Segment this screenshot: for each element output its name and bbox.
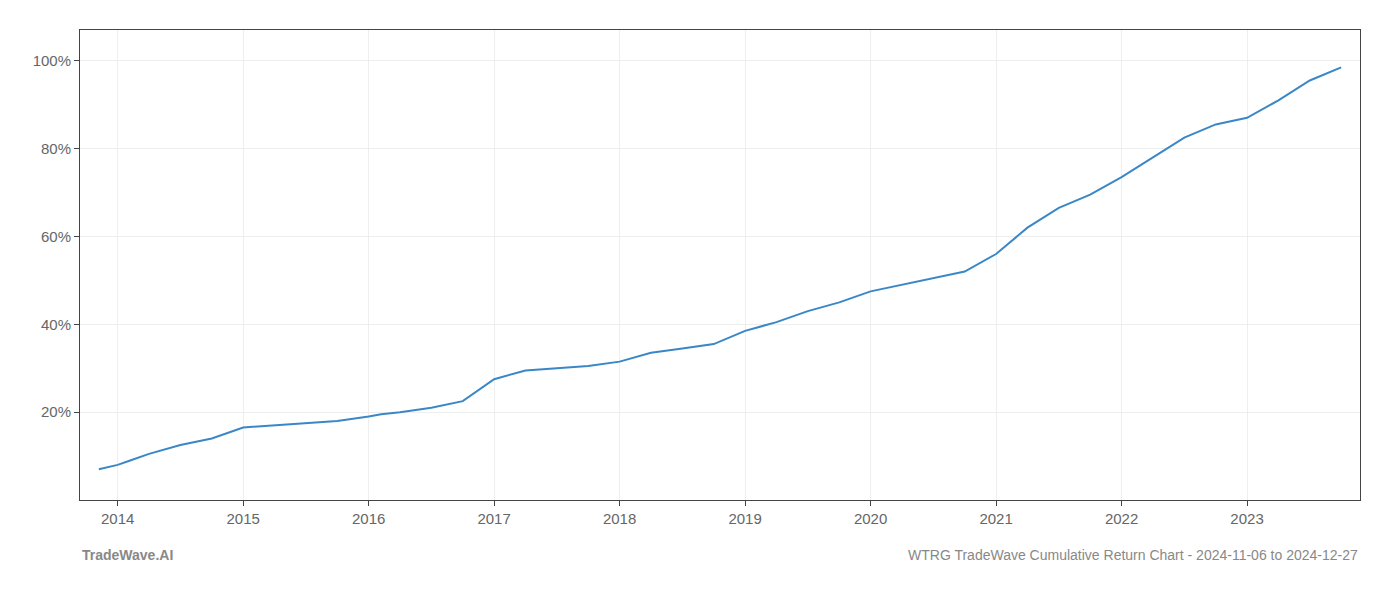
svg-text:40%: 40% (41, 316, 71, 333)
svg-text:100%: 100% (33, 52, 71, 69)
svg-text:2022: 2022 (1105, 510, 1138, 527)
svg-text:2015: 2015 (226, 510, 259, 527)
svg-text:2018: 2018 (603, 510, 636, 527)
svg-text:80%: 80% (41, 140, 71, 157)
svg-text:2017: 2017 (477, 510, 510, 527)
svg-text:2014: 2014 (101, 510, 134, 527)
svg-text:2021: 2021 (979, 510, 1012, 527)
svg-text:2019: 2019 (728, 510, 761, 527)
svg-text:2016: 2016 (352, 510, 385, 527)
svg-text:2023: 2023 (1230, 510, 1263, 527)
svg-text:TradeWave.AI: TradeWave.AI (82, 547, 173, 563)
svg-text:60%: 60% (41, 228, 71, 245)
svg-text:2020: 2020 (854, 510, 887, 527)
svg-text:WTRG TradeWave Cumulative Retu: WTRG TradeWave Cumulative Return Chart -… (908, 547, 1358, 563)
svg-text:20%: 20% (41, 403, 71, 420)
